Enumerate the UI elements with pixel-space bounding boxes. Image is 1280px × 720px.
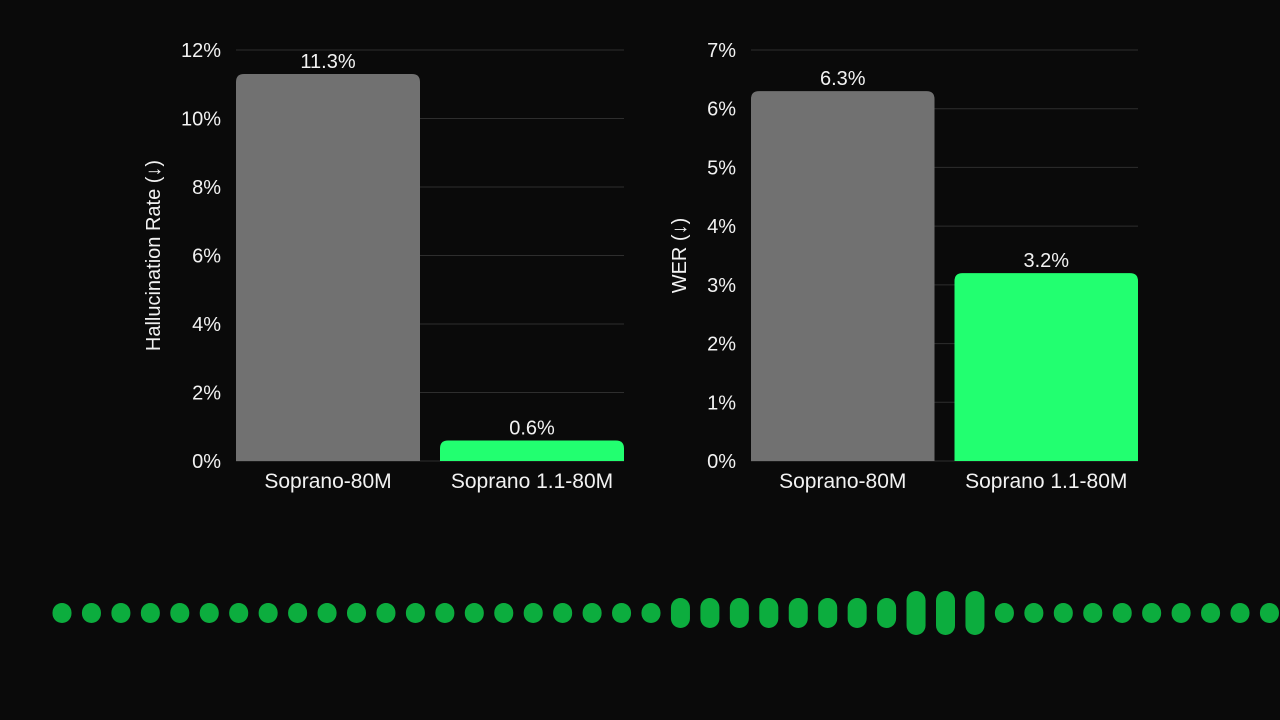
y-tick-label: 12% (181, 40, 221, 62)
waveform-bar (553, 603, 573, 623)
waveform-bar (612, 603, 632, 623)
waveform-bar (435, 603, 455, 623)
waveform-bar (1112, 603, 1132, 623)
y-tick-label: 6% (707, 99, 736, 121)
waveform-bar (170, 603, 190, 623)
waveform-bar (405, 603, 425, 623)
bar-value-label: 0.6% (509, 417, 555, 439)
waveform-bar (1142, 603, 1162, 623)
y-tick-label: 1% (707, 392, 736, 414)
waveform-bar (1083, 603, 1103, 623)
x-category-label: Soprano-80M (264, 470, 391, 493)
waveform-bar (1024, 603, 1044, 623)
y-tick-label: 5% (707, 157, 736, 179)
bar-value-label: 6.3% (820, 68, 866, 90)
waveform-bar (994, 603, 1014, 623)
waveform-bar (1053, 603, 1073, 623)
waveform-bar (818, 598, 838, 628)
waveform-bar (464, 603, 484, 623)
waveform-bar (670, 598, 690, 628)
y-axis-title: WER (↓) (669, 218, 691, 294)
waveform-bar (759, 598, 779, 628)
y-tick-label: 3% (707, 275, 736, 297)
waveform-bar (1171, 603, 1191, 623)
y-tick-label: 2% (707, 334, 736, 356)
hallucination-chart: 0% 2% 4% 6% 8% 10% 12% Hallucination Rate (↓) 11… (143, 40, 624, 493)
waveform-bar (52, 603, 72, 623)
bar-value-label: 11.3% (300, 51, 355, 73)
waveform-bar (1259, 603, 1279, 623)
waveform-bar (788, 598, 808, 628)
bar-improved (954, 273, 1138, 461)
bar-improved (440, 440, 624, 461)
y-tick-label: 2% (192, 383, 221, 405)
waveform-bar (729, 598, 749, 628)
waveform-bar (965, 591, 985, 635)
bar-baseline (751, 91, 935, 461)
y-tick-label: 8% (192, 177, 221, 199)
waveform-bar (111, 603, 131, 623)
bar-baseline (236, 73, 420, 461)
waveform-bar (317, 603, 337, 623)
waveform-bar (641, 603, 661, 623)
x-category-label: Soprano-80M (779, 470, 906, 493)
y-tick-label: 0% (192, 451, 221, 473)
y-tick-label: 6% (192, 246, 221, 268)
y-tick-label: 7% (707, 40, 736, 62)
waveform-bar (523, 603, 543, 623)
waveform-bar (258, 603, 278, 623)
waveform-bar (1201, 603, 1221, 623)
waveform-bar (347, 603, 366, 623)
waveform-bar (1230, 603, 1250, 623)
waveform-bar (494, 603, 514, 623)
x-category-label: Soprano 1.1-80M (965, 470, 1127, 493)
waveform-bar (906, 591, 926, 635)
waveform-bar (81, 603, 101, 623)
y-tick-label: 4% (192, 314, 221, 336)
waveform-bar (376, 603, 396, 623)
bar-value-label: 3.2% (1023, 250, 1069, 272)
waveform-bar (936, 591, 955, 635)
y-axis-title: Hallucination Rate (↓) (143, 160, 165, 351)
x-category-label: Soprano 1.1-80M (451, 470, 613, 493)
y-tick-label: 10% (181, 109, 221, 131)
waveform-bar (847, 598, 867, 628)
waveform-bar (700, 598, 720, 628)
audio-waveform (52, 591, 1279, 635)
wer-chart: 0% 1% 2% 3% 4% 5% 6% 7% WER (↓) 6.3% Soprano-80M 3.… (669, 40, 1138, 493)
waveform-bar (140, 603, 160, 623)
waveform-bar (229, 603, 249, 623)
waveform-bar (582, 603, 602, 623)
y-tick-label: 0% (707, 451, 736, 473)
y-tick-label: 4% (707, 216, 736, 238)
waveform-bar (288, 603, 308, 623)
waveform-bar (199, 603, 219, 623)
waveform-bar (877, 598, 897, 628)
